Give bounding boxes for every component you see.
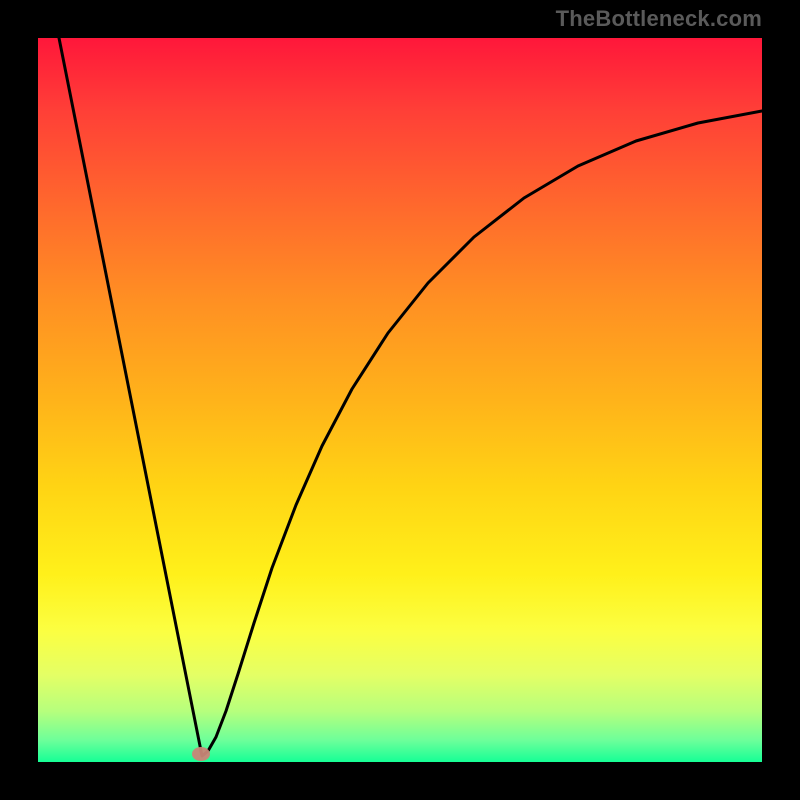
curve-path — [59, 38, 762, 756]
watermark-text: TheBottleneck.com — [556, 6, 762, 32]
plot-gradient-area — [38, 38, 762, 762]
min-marker-dot — [192, 747, 210, 761]
bottleneck-curve — [38, 38, 762, 762]
chart-outer-frame: TheBottleneck.com — [0, 0, 800, 800]
